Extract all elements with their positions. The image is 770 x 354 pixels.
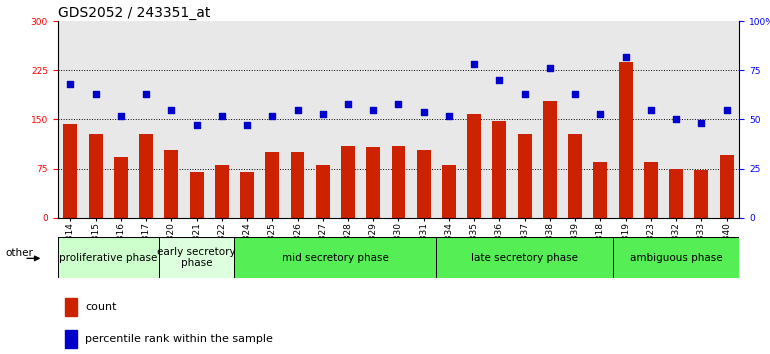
Text: GDS2052 / 243351_at: GDS2052 / 243351_at: [58, 6, 210, 20]
Text: other: other: [6, 248, 34, 258]
Point: [644, 107, 657, 113]
Point: [316, 111, 329, 116]
Bar: [720, 155, 734, 218]
Bar: [266, 152, 280, 218]
Bar: [669, 169, 683, 218]
Text: count: count: [85, 302, 116, 313]
Text: proliferative phase: proliferative phase: [59, 252, 157, 263]
Point: [367, 107, 380, 113]
Text: late secretory phase: late secretory phase: [471, 252, 578, 263]
Point: [468, 62, 480, 67]
Point: [670, 116, 682, 122]
Point: [165, 107, 177, 113]
Point: [241, 122, 253, 128]
Bar: [391, 146, 406, 218]
Point: [695, 121, 708, 126]
Bar: [234, 237, 437, 278]
Bar: [65, 330, 77, 348]
Point: [266, 113, 279, 118]
Bar: [341, 146, 355, 218]
Bar: [644, 162, 658, 218]
Point: [291, 107, 303, 113]
Text: percentile rank within the sample: percentile rank within the sample: [85, 334, 273, 344]
Point: [443, 113, 455, 118]
Bar: [613, 237, 739, 278]
Bar: [467, 114, 481, 218]
Bar: [367, 147, 380, 218]
Point: [140, 91, 152, 97]
Point: [518, 91, 531, 97]
Bar: [417, 150, 430, 218]
Bar: [543, 101, 557, 218]
Bar: [164, 150, 179, 218]
Point: [392, 101, 404, 107]
Point: [544, 65, 556, 71]
Bar: [493, 121, 507, 218]
Bar: [316, 165, 330, 218]
Point: [594, 111, 607, 116]
Point: [89, 91, 102, 97]
Text: mid secretory phase: mid secretory phase: [282, 252, 389, 263]
Point: [190, 122, 203, 128]
Bar: [114, 158, 128, 218]
Point: [569, 91, 581, 97]
Bar: [58, 237, 159, 278]
Point: [619, 54, 631, 59]
Bar: [63, 124, 77, 218]
Bar: [437, 237, 613, 278]
Bar: [618, 62, 633, 218]
Bar: [139, 134, 153, 218]
Bar: [159, 237, 234, 278]
Bar: [290, 152, 304, 218]
Bar: [65, 298, 77, 316]
Bar: [215, 165, 229, 218]
Bar: [594, 162, 608, 218]
Text: ambiguous phase: ambiguous phase: [630, 252, 722, 263]
Bar: [89, 134, 102, 218]
Bar: [240, 172, 254, 218]
Point: [64, 81, 76, 87]
Point: [216, 113, 228, 118]
Bar: [695, 170, 708, 218]
Bar: [442, 165, 456, 218]
Point: [342, 101, 354, 107]
Bar: [517, 134, 531, 218]
Point: [417, 109, 430, 114]
Bar: [568, 134, 582, 218]
Bar: [189, 172, 203, 218]
Point: [494, 77, 506, 83]
Text: early secretory
phase: early secretory phase: [157, 247, 236, 268]
Point: [721, 107, 733, 113]
Point: [115, 113, 127, 118]
